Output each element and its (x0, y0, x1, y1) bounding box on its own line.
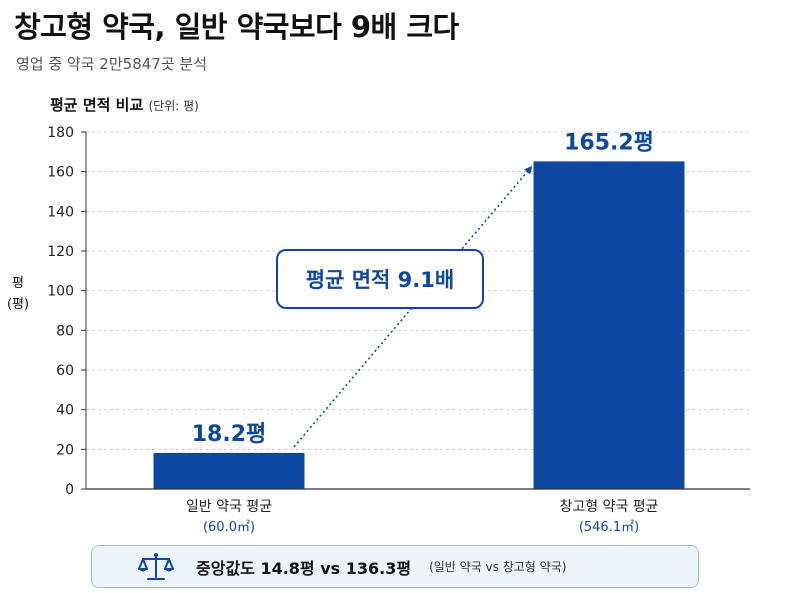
y-tick-label: 20 (56, 442, 74, 458)
x-category-sublabel: (546.1㎡) (579, 520, 639, 535)
y-tick-label: 160 (47, 165, 74, 181)
y-tick-label: 120 (47, 244, 74, 260)
y-tick-label: 140 (47, 204, 74, 220)
y-tick-label: 180 (47, 125, 74, 141)
annotation-arrow (293, 165, 533, 448)
chart-unit-note: (단위: 평) (148, 99, 199, 113)
scale-icon (138, 552, 174, 582)
page-subtitle: 영업 중 약국 2만5847곳 분석 (16, 55, 207, 73)
y-tick-label: 60 (56, 363, 74, 379)
y-tick-label: 80 (56, 323, 74, 339)
x-category-sublabel: (60.0㎡) (203, 520, 255, 535)
median-comparison: 중앙값도 14.8평 vs 136.3평 (196, 558, 412, 578)
y-tick-label: 40 (56, 403, 74, 419)
y-tick-label: 0 (65, 482, 74, 498)
chart-title-text: 평균 면적 비교 (50, 96, 144, 114)
bar (153, 452, 305, 489)
summary-box: 중앙값도 14.8평 vs 136.3평 (일반 약국 vs 창고형 약국) (91, 545, 699, 588)
bar (533, 161, 685, 489)
y-tick-label: 100 (47, 284, 74, 300)
x-category-label: 일반 약국 평균 (186, 499, 272, 515)
bar-value-label: 18.2평 (192, 422, 267, 447)
x-category-label: 창고형 약국 평균 (559, 499, 658, 515)
page-title: 창고형 약국, 일반 약국보다 9배 크다 (14, 10, 459, 44)
bar-value-label: 165.2평 (564, 130, 654, 155)
ratio-callout: 평균 면적 9.1배 (276, 249, 484, 309)
median-note: (일반 약국 vs 창고형 약국) (429, 560, 567, 574)
chart-title: 평균 면적 비교 (단위: 평) (50, 94, 199, 115)
y-axis-label: 평 (평) (6, 276, 30, 312)
